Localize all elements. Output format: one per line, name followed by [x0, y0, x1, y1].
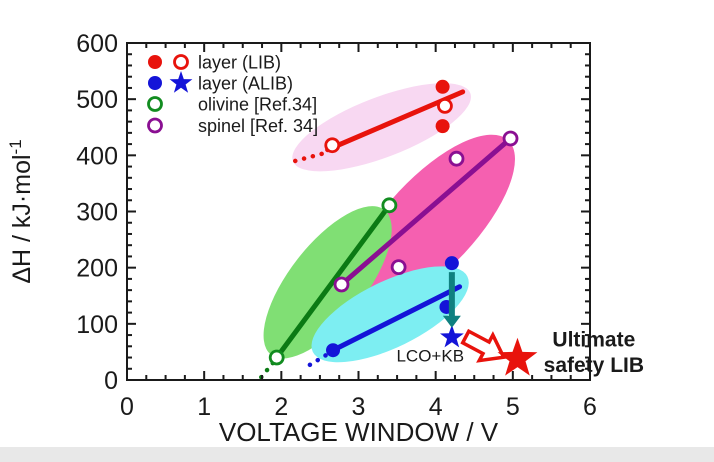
hollow-arrow [460, 328, 507, 363]
spinel-point-open [390, 259, 407, 276]
spinel-trend-line [339, 135, 514, 288]
ultimate-safety-label-line2: safety LIB [544, 354, 644, 377]
y-tick-label: 200 [76, 255, 118, 283]
x-tick-label: 6 [583, 393, 597, 421]
olivine-dotted-line [259, 359, 276, 380]
spinel-point-open [502, 130, 519, 147]
annotation-lco-kb: LCO+KB [396, 346, 464, 365]
ultimate-safety-star [497, 337, 538, 376]
legend-marker-circle-open [147, 117, 163, 134]
spinel-point-open [333, 276, 350, 293]
y-axis-label: ΔH / kJ·mol-1 [6, 139, 36, 283]
olivine-point-open [381, 197, 398, 214]
x-tick-label: 3 [352, 393, 366, 421]
legend-label: olivine [Ref.34] [198, 95, 317, 115]
x-tick-label: 4 [429, 393, 443, 421]
x-tick-label: 0 [120, 393, 134, 421]
legend-label: layer (ALIB) [198, 74, 293, 94]
layer-alib-star-point [440, 324, 464, 348]
y-tick-label: 300 [76, 199, 118, 227]
legend-marker-circle-filled [148, 76, 162, 90]
spinel-point-open [448, 150, 465, 167]
layer-alib-ellipse [311, 266, 469, 363]
legend-marker-circle-open [147, 96, 163, 112]
y-tick-label: 500 [76, 86, 118, 114]
y-tick-label: 100 [76, 311, 118, 339]
legend-marker-circle-open [173, 54, 189, 70]
legend-marker-circle-filled [148, 55, 162, 69]
x-tick-label: 2 [274, 393, 288, 421]
layer-alib-point-filled [326, 343, 341, 358]
x-tick-label: 1 [197, 393, 211, 421]
y-tick-label: 400 [76, 142, 118, 170]
layer-lib-point-open [324, 137, 341, 154]
y-tick-label: 0 [104, 367, 118, 395]
legend-label: spinel [Ref. 34] [198, 116, 318, 136]
bottom-strip [0, 447, 714, 462]
layer-alib-point-filled [444, 256, 459, 271]
spinel-ellipse [348, 134, 515, 310]
legend-marker-star-filled [169, 71, 193, 93]
teal-down-arrow-head [442, 315, 461, 328]
ultimate-safety-label-line1: Ultimate [552, 328, 635, 351]
olivine-point-open [268, 349, 285, 366]
layer-alib-trend-line [330, 284, 463, 353]
x-axis-label: VOLTAGE WINDOW / V [219, 417, 499, 447]
olivine-trend-line [274, 202, 392, 361]
layer-lib-point-filled [435, 119, 450, 134]
layer-lib-point-filled [435, 79, 450, 94]
layer-lib-point-open [437, 98, 453, 114]
legend-label: layer (LIB) [198, 53, 281, 73]
layer-alib-dotted-line [307, 351, 330, 368]
layer-lib-dotted-line [292, 150, 327, 164]
y-tick-label: 600 [76, 30, 118, 58]
x-tick-label: 5 [506, 393, 520, 421]
